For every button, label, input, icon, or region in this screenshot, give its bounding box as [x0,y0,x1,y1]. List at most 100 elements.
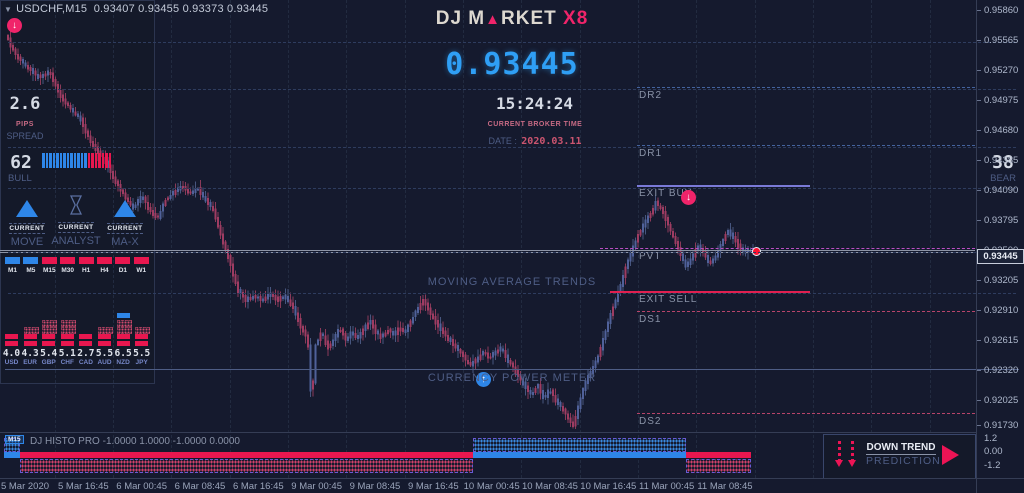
currency-label-jpy: JPY [135,359,148,366]
vgrid-line [871,0,873,478]
chart-dropdown-icon[interactable]: ▼ [4,5,13,14]
price-tick [977,190,981,191]
currency-segment-gbp [42,341,56,346]
currency-segment-jpy [135,334,149,339]
histo-bar-up [473,452,686,458]
currency-segment-usd [5,341,18,346]
spread-label: SPREAD [6,131,44,141]
spread-value: 2.6 [9,94,41,114]
currency-label-gbp: GBP [41,359,56,366]
prediction-label: PREDICTION [866,455,941,467]
level-line-dr2 [637,87,975,88]
sell-signal-icon: ↓ [681,190,696,205]
price-tick [977,10,981,11]
level-line-pvt [600,248,975,249]
currency-segment-jpy [135,327,151,334]
current-price-tag: 0.93445 [977,249,1024,264]
meter-bar [52,153,55,168]
currency-segment-nzd [116,341,130,346]
ma-cell-m5 [23,257,39,264]
price-tick-label: 0.92910 [984,305,1019,316]
meter-bar [80,153,83,168]
price-tick-label: 0.95565 [984,35,1019,46]
price-chart[interactable]: DR2 DR1 EXIT BUY PVT EXIT SELL DS1 DS2 ↓ ↓ ↑ ▼ US… [0,0,976,478]
price-tick [977,340,981,341]
up-triangle-icon [114,200,136,217]
current-tag: CURRENT [107,223,143,234]
price-tick [977,130,981,131]
vgrid-line [521,0,523,478]
trio-cell-move: CURRENT MOVE [4,194,50,248]
price-scale[interactable]: 0.95860 0.95565 0.95270 0.94975 0.94680 0.943… [977,0,1024,478]
bull-value: 62 [10,152,32,173]
meter-bar [42,153,45,168]
time-label: 10 Mar 16:45 [580,481,637,492]
price-tick [977,310,981,311]
ma-cell-d1 [115,257,131,264]
level-label-ds1: DS1 [639,314,662,325]
symbol-timeframe: USDCHF,M15 [16,3,88,15]
chart-symbol-header[interactable]: ▼ USDCHF,M15 0.93407 0.93455 0.93373 0.93… [4,3,268,15]
price-tick-label: 0.94975 [984,95,1019,106]
prediction-trend-text: DOWN TREND [866,442,936,455]
level-line-dr1 [637,145,975,146]
price-tick-label: 0.94090 [984,185,1019,196]
vgrid-line [696,0,698,478]
ma-cell-label: M15 [42,267,56,274]
ma-cell-h1 [78,257,94,264]
ma-trends-title: MOVING AVERAGE TRENDS [427,276,597,288]
price-tick-label: 0.94680 [984,125,1019,136]
time-axis-separator [0,478,1024,479]
vgrid-line [579,0,581,478]
meter-bar [77,153,80,168]
date-label: DATE : [488,136,517,146]
meter-bar [101,153,104,168]
price-tick-label: 0.93205 [984,275,1019,286]
histo-bar-down [686,452,751,458]
candlestick-series [7,31,754,429]
logo-triangle-icon: ▲ [485,11,501,28]
time-label: 5 Mar 2020 [0,481,50,492]
price-tick-label: 0.92615 [984,335,1019,346]
ma-cell-label: M5 [26,267,36,274]
currency-value-nzd: 6.5 [114,348,132,359]
currency-meter-title: CURRENCY POWER METER [427,372,597,384]
time-axis[interactable]: 5 Mar 2020 5 Mar 16:45 6 Mar 00:45 6 Mar 08… [0,478,1024,493]
level-label-pvt: PVT [639,251,662,262]
time-label: 11 Mar 08:45 [697,481,753,492]
histo-subwindow[interactable] [0,433,976,478]
currency-value-gbp: 5.4 [40,348,58,359]
last-price-dot [752,247,761,256]
pips-label: PIPS [16,121,34,128]
ohlc-close: 0.93445 [227,3,269,15]
dj-market-panel: DJ M▲RKET X8 0.93445 2.6 15:24:24 PIPS C… [0,0,1019,384]
dj-market-logo: DJ M▲RKET X8 [435,8,589,29]
trend-prediction-panel: DOWN TREND PREDICTION [823,434,976,479]
meter-bar [66,153,69,168]
broker-clock: 15:24:24 [495,94,574,113]
ma-cell-m30 [60,257,76,264]
histo-dots-down [20,459,473,473]
currency-label-usd: USD [4,359,19,366]
timeframe-tab-m15[interactable]: M15 [5,435,24,444]
subwindow-separator[interactable] [0,432,976,433]
level-label-dr2: DR2 [639,90,663,101]
ma-cell-label: D1 [118,267,128,274]
meter-bar [98,153,101,168]
currency-row-underline [5,369,1019,370]
vgrid-line [463,0,464,478]
price-tick [977,220,981,221]
price-tick-label: 0.95270 [984,65,1019,76]
level-label-ds2: DS2 [639,416,662,427]
vgrid-line [288,0,290,478]
price-tick [977,425,981,426]
meter-bar [49,153,52,168]
hourglass-icon [69,195,83,215]
meter-bar [45,153,48,168]
vgrid-line [54,0,56,478]
vgrid-line [754,0,756,478]
meter-bar [59,153,62,168]
meter-bar [73,153,76,168]
price-tick [977,70,981,71]
